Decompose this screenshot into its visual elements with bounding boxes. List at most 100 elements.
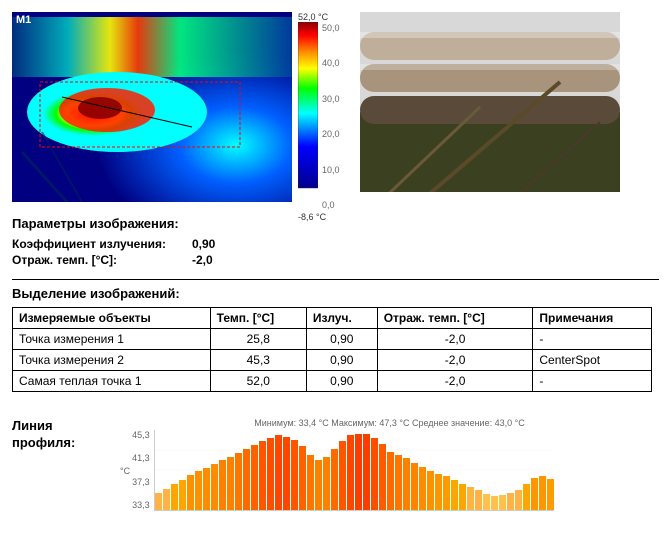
profile-bar xyxy=(307,455,314,511)
reference-photo xyxy=(360,12,620,192)
image-params-title: Параметры изображения: xyxy=(12,216,659,231)
profile-bar xyxy=(483,494,490,510)
profile-bar xyxy=(275,435,282,510)
y-tick: 33,3 xyxy=(132,500,150,510)
separator xyxy=(12,279,659,280)
profile-bar xyxy=(355,434,362,510)
profile-bar xyxy=(315,460,322,510)
highlight-title: Выделение изображений: xyxy=(12,286,659,301)
param-row: Отраж. темп. [°C]:-2,0 xyxy=(12,253,659,267)
param-value: -2,0 xyxy=(192,253,213,267)
image-params-rows: Коэффициент излучения:0,90 Отраж. темп. [… xyxy=(12,237,659,267)
profile-bar xyxy=(451,480,458,510)
profile-bar xyxy=(267,438,274,510)
colorbar-tick: 30,0 xyxy=(322,95,340,104)
thermal-m1-label: M1 xyxy=(16,14,31,26)
profile-bar xyxy=(339,441,346,510)
profile-bar xyxy=(443,476,450,510)
table-header-cell: Измеряемые объекты xyxy=(13,308,211,329)
table-cell: 52,0 xyxy=(210,371,306,392)
profile-bar xyxy=(243,449,250,510)
profile-bar xyxy=(363,434,370,510)
table-cell: 45,3 xyxy=(210,350,306,371)
profile-bar xyxy=(203,468,210,510)
table-header-cell: Примечания xyxy=(533,308,652,329)
table-cell: 0,90 xyxy=(306,371,377,392)
param-row: Коэффициент излучения:0,90 xyxy=(12,237,659,251)
colorbar-top-label: 52,0 °C xyxy=(298,12,328,22)
measurement-table: Измеряемые объектыТемп. [°C]Излуч.Отраж.… xyxy=(12,307,652,392)
table-cell: CenterSpot xyxy=(533,350,652,371)
profile-bar xyxy=(323,457,330,510)
table-row: Самая теплая точка 152,00,90-2,0- xyxy=(13,371,652,392)
profile-bar xyxy=(235,453,242,510)
profile-bar xyxy=(299,446,306,510)
colorbar-bottom-label: -8,6 °C xyxy=(298,212,326,222)
profile-bar xyxy=(347,435,354,510)
profile-bar xyxy=(259,441,266,510)
table-cell: 0,90 xyxy=(306,329,377,350)
profile-section: Линия профиля: Минимум: 33,4 °C Максимум… xyxy=(12,418,659,511)
y-tick: 45,3 xyxy=(132,430,150,440)
table-body: Точка измерения 125,80,90-2,0-Точка изме… xyxy=(13,329,652,392)
profile-bar xyxy=(251,445,258,510)
table-cell: 25,8 xyxy=(210,329,306,350)
thermal-block: M1 xyxy=(12,12,340,202)
profile-bar xyxy=(523,484,530,510)
profile-bar xyxy=(459,484,466,510)
profile-bar xyxy=(411,463,418,510)
thermal-image: M1 xyxy=(12,12,292,202)
profile-bar xyxy=(179,480,186,510)
profile-bar xyxy=(387,452,394,510)
profile-bar xyxy=(227,457,234,510)
profile-bar xyxy=(403,458,410,510)
profile-bar xyxy=(467,487,474,510)
table-row: Точка измерения 245,30,90-2,0CenterSpot xyxy=(13,350,652,371)
colorbar-ticks: 50,040,030,020,010,00,0 xyxy=(322,22,340,212)
colorbar: 52,0 °C 50,040,030,020,010,00,0 -8,6 °C xyxy=(298,12,340,202)
profile-bar xyxy=(475,490,482,510)
colorbar-gradient xyxy=(298,22,318,212)
profile-bar xyxy=(195,471,202,510)
table-cell: 0,90 xyxy=(306,350,377,371)
table-header-cell: Отраж. темп. [°C] xyxy=(377,308,533,329)
profile-bars-area: °C 45,341,337,333,3 xyxy=(120,430,659,511)
profile-bar xyxy=(547,479,554,510)
profile-bar xyxy=(419,467,426,510)
profile-bar xyxy=(371,438,378,510)
profile-bar xyxy=(163,489,170,510)
profile-bars xyxy=(154,430,554,511)
y-tick: 37,3 xyxy=(132,477,150,487)
y-axis-ticks: 45,341,337,333,3 xyxy=(132,430,154,510)
profile-chart: Минимум: 33,4 °C Максимум: 47,3 °C Средн… xyxy=(120,418,659,511)
profile-bar xyxy=(187,475,194,510)
profile-bar xyxy=(291,440,298,510)
table-row: Точка измерения 125,80,90-2,0- xyxy=(13,329,652,350)
profile-bar xyxy=(507,493,514,510)
colorbar-tick: 0,0 xyxy=(322,201,340,210)
table-header-cell: Темп. [°C] xyxy=(210,308,306,329)
profile-bar xyxy=(499,495,506,510)
profile-bar xyxy=(283,437,290,510)
table-cell: Самая теплая точка 1 xyxy=(13,371,211,392)
profile-bar xyxy=(171,484,178,510)
colorbar-tick: 40,0 xyxy=(322,59,340,68)
profile-bar xyxy=(331,449,338,510)
profile-bar xyxy=(515,490,522,510)
profile-bar xyxy=(427,471,434,510)
profile-bar xyxy=(379,444,386,510)
table-cell: Точка измерения 1 xyxy=(13,329,211,350)
thermal-heatmap-svg xyxy=(12,12,292,202)
table-cell: -2,0 xyxy=(377,329,533,350)
top-image-row: M1 xyxy=(12,12,659,202)
param-value: 0,90 xyxy=(192,237,215,251)
table-cell: - xyxy=(533,371,652,392)
colorbar-tick: 20,0 xyxy=(322,130,340,139)
colorbar-tick: 50,0 xyxy=(322,24,340,33)
table-cell: -2,0 xyxy=(377,371,533,392)
profile-bar xyxy=(395,455,402,511)
table-cell: - xyxy=(533,329,652,350)
profile-bar xyxy=(211,464,218,510)
table-cell: Точка измерения 2 xyxy=(13,350,211,371)
profile-stats: Минимум: 33,4 °C Максимум: 47,3 °C Средн… xyxy=(120,418,659,428)
